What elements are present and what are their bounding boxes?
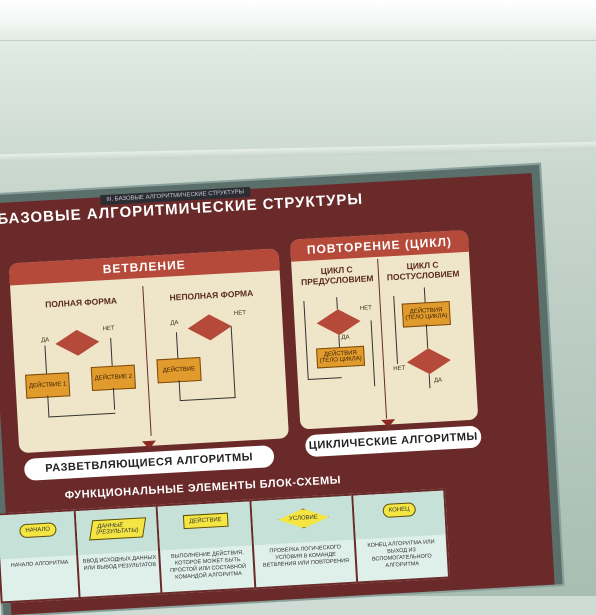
element-cell: НАЧАЛО НАЧАЛО АЛГОРИТМА	[0, 509, 83, 604]
flow-line	[178, 380, 181, 401]
flow-line	[230, 326, 236, 399]
loop-header: ПОВТОРЕНИЕ (ЦИКЛ)	[289, 229, 469, 262]
end-shape: КОНЕЦ	[382, 502, 416, 518]
pre-loop-label: ЦИКЛ С ПРЕДУСЛОВИЕМ	[300, 264, 374, 288]
action-caption: ВЫПОЛНЕНИЕ ДЕЙСТВИЯ, КОТОРОЕ МОЖЕТ БЫТЬ …	[169, 549, 247, 581]
data-text: ДАННЫЕ (РЕЗУЛЬТАТЫ)	[95, 522, 139, 537]
flow-line	[175, 332, 179, 359]
post-no-label: НЕТ	[393, 365, 406, 373]
pre-body-box: ДЕЙСТВИЯ (ТЕЛО ЦИКЛА)	[316, 345, 366, 369]
no-label: НЕТ	[102, 325, 115, 333]
flow-line	[307, 377, 342, 380]
partial-form-label: НЕПОЛНАЯ ФОРМА	[169, 287, 254, 303]
flow-line	[393, 296, 399, 364]
flow-line	[47, 395, 50, 418]
element-cell: УСЛОВИЕ ПРОВЕРКА ЛОГИЧЕСКОГО УСЛОВИЯ В К…	[249, 493, 361, 590]
action-text: ДЕЙСТВИЕ	[162, 366, 196, 375]
flow-line	[425, 324, 429, 349]
start-caption: НАЧАЛО АЛГОРИТМА	[10, 559, 69, 569]
pre-no-label: НЕТ	[359, 305, 373, 312]
divider-line	[142, 286, 152, 436]
flow-line	[179, 397, 236, 402]
start-text: НАЧАЛО	[25, 526, 51, 534]
branching-header: ВЕТВЛЕНИЕ	[8, 248, 280, 286]
branching-panel: ВЕТВЛЕНИЕ ПОЛНАЯ ФОРМА НЕПОЛНАЯ ФОРМА ДА…	[5, 245, 293, 457]
action1-text: ДЕЙСТВИЕ 1	[28, 381, 67, 390]
element-cell: ДАННЫЕ (РЕЗУЛЬТАТЫ) ВВОД ИСХОДНЫХ ДАННЫХ…	[73, 504, 165, 600]
flow-line	[370, 320, 376, 387]
data-caption: ВВОД ИСХОДНЫХ ДАННЫХ ИЛИ ВЫВОД РЕЗУЛЬТАТ…	[82, 554, 157, 572]
element-cell: КОНЕЦ КОНЕЦ АЛГОРИТМА ИЛИ ВЫХОД ИЗ ВСПОМ…	[351, 488, 451, 584]
post-condition-diamond	[406, 347, 451, 375]
action-shape-text: ДЕЙСТВИЕ	[189, 517, 222, 525]
flow-line	[112, 387, 116, 410]
condition-diamond	[55, 329, 100, 357]
flow-line	[338, 335, 340, 348]
element-cell: ДЕЙСТВИЕ ВЫПОЛНЕНИЕ ДЕЙСТВИЯ, КОТОРОЕ МО…	[155, 499, 259, 595]
condition-caption: ПРОВЕРКА ЛОГИЧЕСКОГО УСЛОВИЯ В КОМАНДЕ В…	[262, 544, 350, 569]
pre-condition-diamond	[316, 308, 361, 336]
condition-shape-text: УСЛОВИЕ	[288, 514, 319, 523]
data-shape: ДАННЫЕ (РЕЗУЛЬТАТЫ)	[89, 517, 147, 541]
pre-body-text: ДЕЙСТВИЯ (ТЕЛО ЦИКЛА)	[319, 350, 362, 365]
yes-label-2: ДА	[170, 320, 179, 327]
start-shape: НАЧАЛО	[19, 522, 57, 539]
loop-panel: ПОВТОРЕНИЕ (ЦИКЛ) ЦИКЛ С ПРЕДУСЛОВИЕМ ЦИ…	[286, 226, 482, 433]
condition-diamond-2	[187, 313, 232, 341]
poster-frame: III. БАЗОВЫЕ АЛГОРИТМИЧЕСКИЕ СТРУКТУРЫ Б…	[0, 164, 563, 615]
yes-label: ДА	[41, 337, 50, 344]
flow-line	[44, 345, 48, 374]
flow-line	[428, 374, 431, 389]
window-light	[0, 0, 596, 41]
flow-line	[110, 337, 113, 366]
pre-yes-label: ДА	[341, 334, 350, 342]
end-text: КОНЕЦ	[388, 506, 410, 514]
action2-text: ДЕЙСТВИЕ 2	[94, 373, 133, 382]
post-loop-label: ЦИКЛ С ПОСТУСЛОВИЕМ	[386, 259, 460, 283]
no-label-2: НЕТ	[233, 310, 247, 318]
end-caption: КОНЕЦ АЛГОРИТМА ИЛИ ВЫХОД ИЗ ВСПОМОГАТЕЛ…	[367, 539, 435, 569]
flow-line	[336, 297, 338, 310]
full-form-label: ПОЛНАЯ ФОРМА	[44, 295, 118, 310]
flow-line	[303, 301, 309, 379]
flow-line	[48, 412, 116, 418]
flow-line	[423, 287, 426, 303]
post-body-text: ДЕЙСТВИЯ (ТЕЛО ЦИКЛА)	[405, 307, 448, 322]
divider-line	[377, 258, 388, 419]
poster: III. БАЗОВЫЕ АЛГОРИТМИЧЕСКИЕ СТРУКТУРЫ Б…	[0, 173, 555, 615]
action-shape: ДЕЙСТВИЕ	[182, 512, 229, 530]
post-yes-label: ДА	[433, 377, 443, 384]
